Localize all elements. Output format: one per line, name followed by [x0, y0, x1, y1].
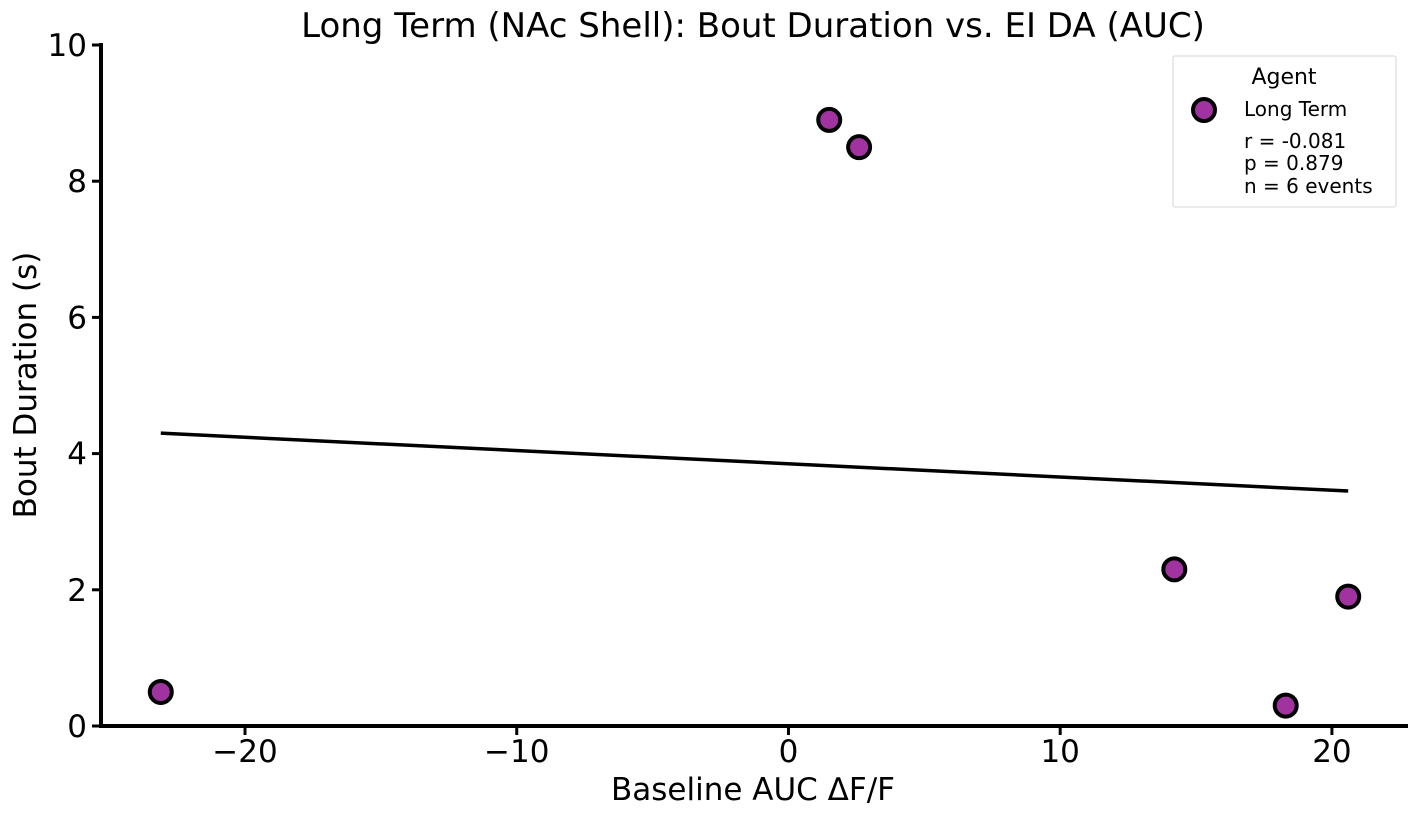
data-point [1335, 583, 1362, 610]
data-point [147, 678, 174, 705]
y-tick-label: 10 [48, 28, 87, 64]
legend-stat-n: n = 6 events [1244, 174, 1373, 198]
x-tick-label: −10 [484, 734, 549, 770]
chart-title: Long Term (NAc Shell): Bout Duration vs.… [301, 6, 1205, 46]
data-point [846, 134, 873, 161]
legend-title: Agent [1251, 65, 1316, 90]
regression-line [160, 431, 1349, 493]
y-tick-label: 8 [67, 164, 87, 200]
legend: Agent Long Term r = -0.081 p = 0.879 n =… [1172, 55, 1397, 208]
y-tick-label: 0 [67, 709, 87, 745]
x-tick-label: −20 [212, 734, 277, 770]
legend-stat-r: r = -0.081 [1244, 129, 1346, 153]
legend-box [1172, 55, 1397, 208]
x-tick-label: 0 [779, 734, 799, 770]
legend-marker-icon [1191, 97, 1217, 123]
data-points [147, 106, 1362, 719]
data-point [1272, 692, 1299, 719]
data-point [816, 106, 843, 133]
y-tick-label: 6 [67, 300, 87, 336]
x-tick-label: 10 [1040, 734, 1079, 770]
legend-stat-p: p = 0.879 [1244, 151, 1343, 175]
axes: −20 −10 0 10 20 0 2 4 6 8 10 [48, 28, 1408, 770]
x-tick-label: 20 [1312, 734, 1351, 770]
y-tick-label: 2 [67, 573, 87, 609]
x-axis-label: Baseline AUC ΔF/F [611, 772, 895, 808]
y-axis-label: Bout Duration (s) [8, 252, 44, 519]
fit-line-group [160, 431, 1349, 493]
data-point [1161, 556, 1188, 583]
legend-entry-long-term: Long Term [1244, 97, 1347, 121]
y-tick-label: 4 [67, 437, 87, 473]
